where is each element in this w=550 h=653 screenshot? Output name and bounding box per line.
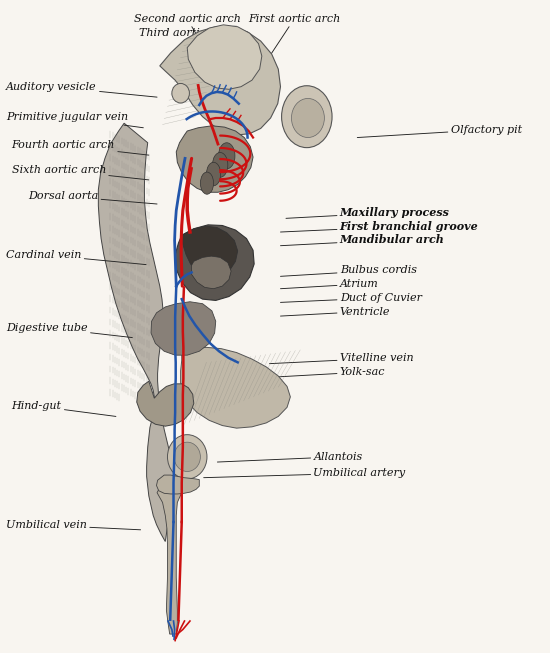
Text: Auditory vesicle: Auditory vesicle (6, 82, 157, 97)
Text: Duct of Cuvier: Duct of Cuvier (280, 293, 422, 303)
Text: Maxillary process: Maxillary process (286, 207, 449, 218)
Ellipse shape (167, 435, 207, 479)
Polygon shape (191, 256, 231, 289)
Text: Primitive jugular vein: Primitive jugular vein (6, 112, 144, 128)
Text: Umbilical artery: Umbilical artery (204, 468, 405, 478)
Text: Fourth aortic arch: Fourth aortic arch (12, 140, 149, 155)
Ellipse shape (212, 153, 228, 177)
Polygon shape (98, 123, 175, 541)
Polygon shape (157, 475, 199, 494)
Text: Ventricle: Ventricle (280, 306, 390, 317)
Text: Bulbus cordis: Bulbus cordis (280, 266, 417, 276)
Polygon shape (182, 226, 238, 277)
Text: Hind-gut: Hind-gut (12, 401, 116, 417)
Polygon shape (176, 126, 253, 192)
Polygon shape (137, 381, 194, 426)
Text: Yolk-sac: Yolk-sac (270, 367, 385, 377)
Text: Digestive tube: Digestive tube (6, 323, 133, 338)
Text: Umbilical vein: Umbilical vein (6, 520, 141, 530)
Text: Third aortic arch: Third aortic arch (139, 28, 235, 63)
Ellipse shape (292, 99, 324, 138)
Text: Mandibular arch: Mandibular arch (280, 234, 444, 246)
Text: Olfactory pit: Olfactory pit (358, 125, 522, 138)
Polygon shape (180, 347, 290, 428)
Text: First branchial groove: First branchial groove (280, 221, 478, 232)
Ellipse shape (200, 172, 213, 194)
Polygon shape (187, 25, 262, 89)
Text: Second aortic arch: Second aortic arch (134, 14, 241, 54)
Polygon shape (160, 27, 280, 135)
Text: First aortic arch: First aortic arch (248, 14, 340, 58)
Ellipse shape (206, 163, 221, 185)
Text: Allantois: Allantois (217, 452, 362, 462)
Ellipse shape (282, 86, 332, 148)
Polygon shape (151, 302, 216, 355)
Text: Sixth aortic arch: Sixth aortic arch (12, 165, 149, 180)
Polygon shape (157, 480, 192, 634)
Ellipse shape (174, 442, 200, 471)
Text: Vitelline vein: Vitelline vein (270, 353, 414, 364)
Ellipse shape (172, 84, 189, 103)
Ellipse shape (218, 143, 235, 169)
Text: Cardinal vein: Cardinal vein (6, 250, 146, 264)
Text: Atrium: Atrium (280, 279, 378, 289)
Text: Dorsal aorta: Dorsal aorta (28, 191, 157, 204)
Polygon shape (175, 225, 254, 300)
